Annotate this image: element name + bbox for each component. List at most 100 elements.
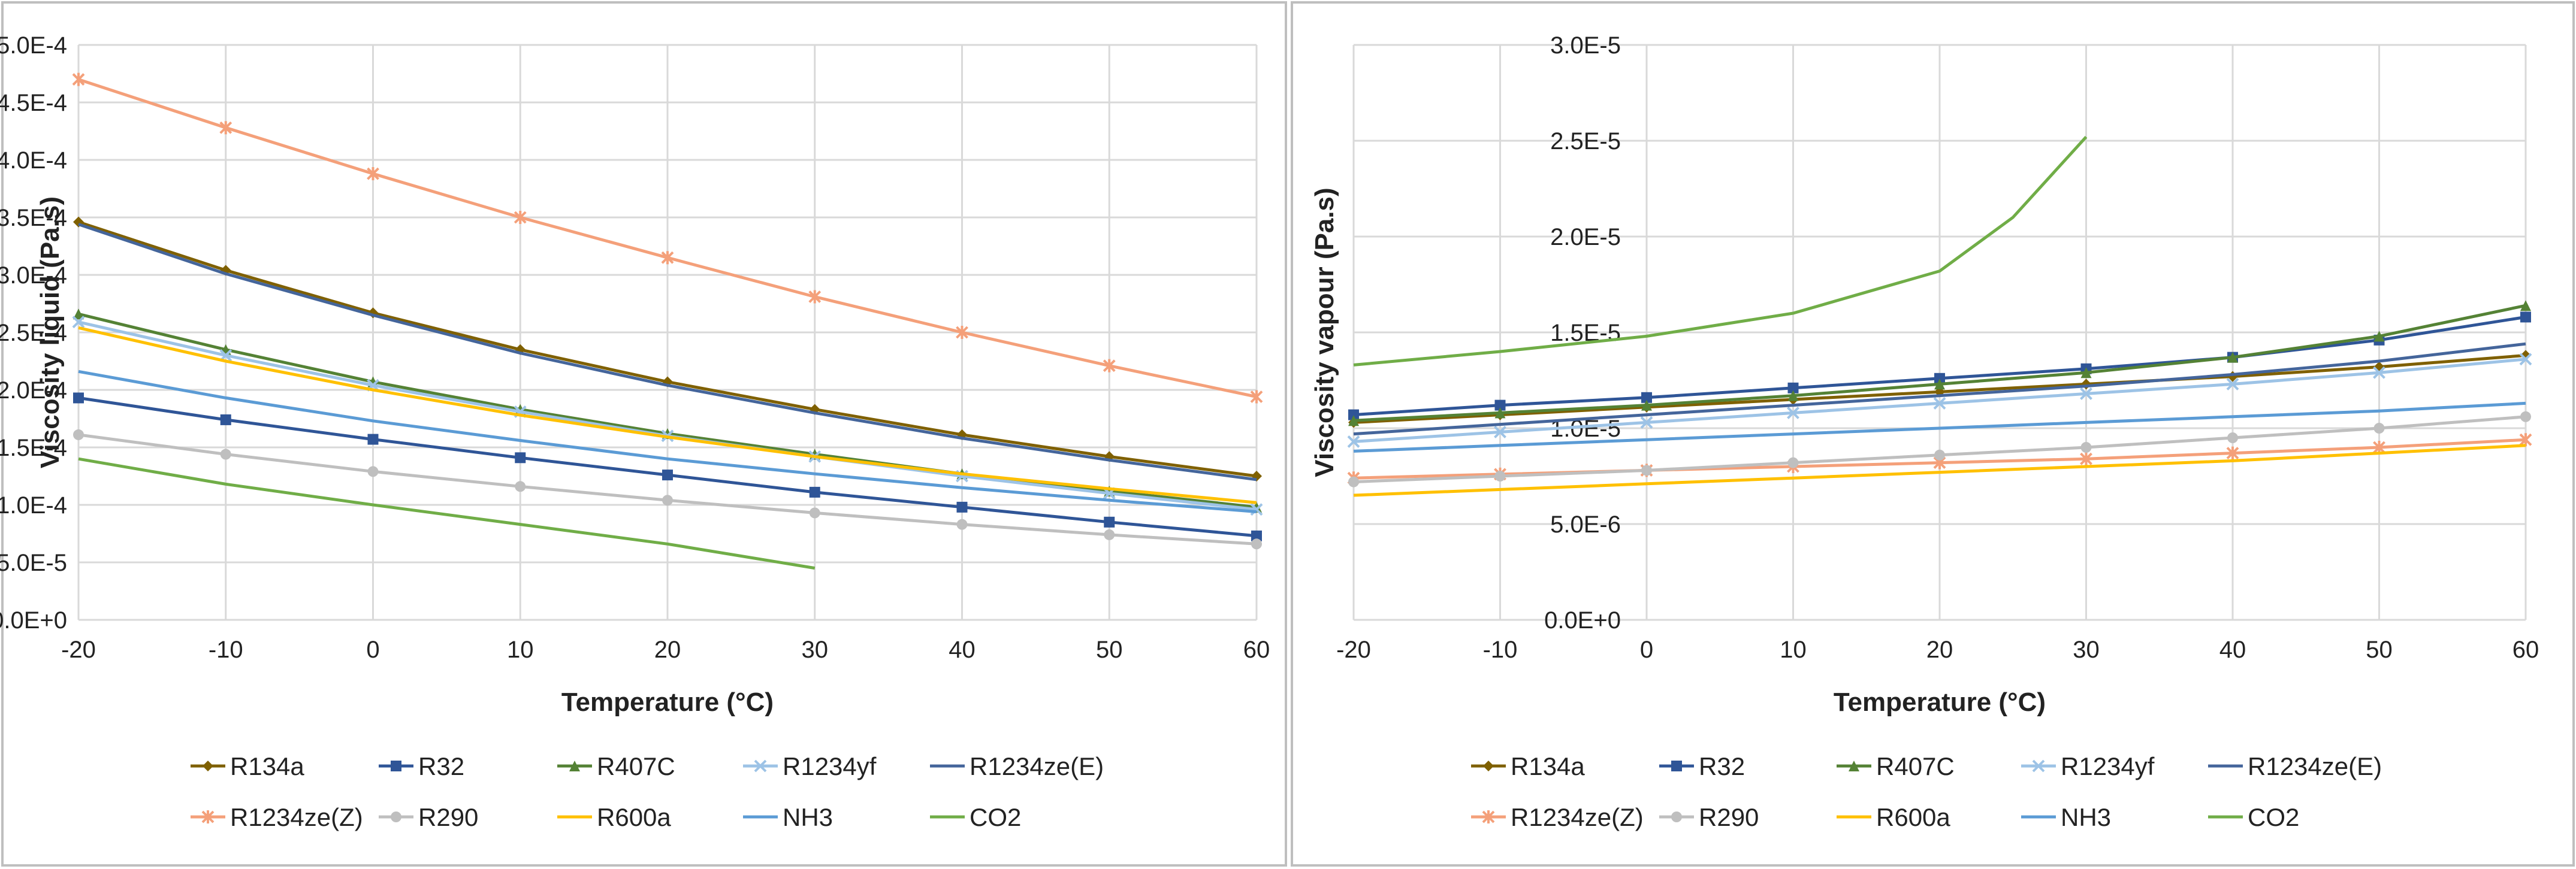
vapour-legend-label: R600a — [1876, 803, 1950, 831]
liquid-legend-item-r1234yf: R1234yf — [743, 752, 877, 780]
vapour-viscosity-chart: 0.0E+05.0E-61.0E-51.5E-52.0E-52.5E-53.0E… — [1310, 32, 2539, 831]
liquid-legend-marker — [569, 761, 580, 771]
vapour-y-tick-label: 3.0E-5 — [1550, 32, 1621, 59]
vapour-legend-item-r1234ze-z: R1234ze(Z) — [1471, 803, 1644, 831]
liquid-legend-marker — [203, 761, 213, 771]
vapour-x-tick-label: 30 — [2073, 637, 2100, 663]
liquid-point-r32 — [367, 434, 379, 445]
liquid-x-tick-label: 30 — [802, 637, 829, 663]
vapour-series-r32 — [1348, 311, 2531, 420]
vapour-point-r1234yf — [2373, 366, 2385, 379]
vapour-point-r407c — [1494, 407, 1506, 419]
vapour-legend-item-r134a: R134a — [1471, 752, 1585, 780]
liquid-legend-item-nh3: NH3 — [743, 803, 833, 831]
liquid-legend-item-r290: R290 — [379, 803, 478, 831]
vapour-point-r407c — [2080, 367, 2092, 379]
liquid-x-tick-label: 20 — [654, 637, 681, 663]
liquid-point-r32 — [73, 392, 84, 404]
liquid-series-r600a — [78, 326, 1257, 504]
vapour-point-r1234ze-z — [2080, 452, 2092, 466]
vapour-point-r1234yf — [1640, 416, 1653, 429]
vapour-point-r32 — [1787, 382, 1799, 393]
liquid-point-r1234ze-z — [1250, 390, 1263, 404]
liquid-y-axis-title: Viscosity liquid (Pa.s) — [35, 196, 65, 468]
vapour-line-nh3 — [1353, 401, 2526, 453]
vapour-point-r407c — [1348, 415, 1359, 426]
vapour-legend-marker — [1482, 810, 1495, 823]
liquid-point-r1234ze-z — [72, 72, 85, 86]
vapour-x-tick-label: 60 — [2512, 637, 2539, 663]
liquid-x-tick-label: 40 — [949, 637, 976, 663]
vapour-legend-marker — [1671, 812, 1682, 822]
liquid-legend-item-r1234ze-e: R1234ze(E) — [930, 752, 1104, 780]
vapour-point-r1234yf — [2080, 387, 2092, 400]
vapour-x-tick-label: 40 — [2219, 637, 2246, 663]
vapour-point-r407c — [1787, 390, 1799, 401]
liquid-x-tick-label: 50 — [1096, 637, 1123, 663]
vapour-series-r290 — [1348, 411, 2531, 488]
vapour-point-r1234yf — [2519, 353, 2532, 366]
vapour-point-r1234yf — [1787, 406, 1799, 419]
liquid-point-r32 — [220, 414, 231, 425]
vapour-legend-marker — [1849, 761, 1859, 771]
liquid-point-r1234yf — [1250, 503, 1263, 516]
vapour-series-r600a — [1353, 444, 2526, 497]
vapour-legend-label: R290 — [1699, 803, 1759, 831]
vapour-point-r32 — [2520, 311, 2531, 323]
vapour-point-r407c — [2373, 331, 2385, 342]
vapour-legend-item-r32: R32 — [1659, 752, 1745, 780]
liquid-line-co2 — [78, 457, 816, 570]
vapour-x-tick-label: -10 — [1483, 637, 1518, 663]
liquid-legend-item-r134a: R134a — [191, 752, 304, 780]
liquid-line-r600a — [78, 326, 1257, 504]
liquid-y-tick-label: 5.0E-5 — [0, 550, 67, 576]
liquid-legend-label: R600a — [597, 803, 671, 831]
liquid-y-tick-label: 4.0E-4 — [0, 147, 67, 174]
vapour-x-axis-title: Temperature (°C) — [1834, 688, 2046, 717]
vapour-legend-label: R134a — [1511, 752, 1585, 780]
vapour-x-tick-label: 0 — [1640, 637, 1653, 663]
vapour-point-r290 — [2373, 423, 2385, 434]
vapour-legend-item-nh3: NH3 — [2021, 803, 2111, 831]
liquid-line-r1234ze-e — [78, 223, 1257, 482]
vapour-point-r290 — [2520, 411, 2531, 422]
vapour-point-r1234ze-z — [2519, 433, 2532, 447]
liquid-y-tick-label: 2.5E-4 — [0, 320, 67, 346]
liquid-y-tick-label: 4.5E-4 — [0, 90, 67, 116]
vapour-point-r290 — [2227, 432, 2238, 443]
vapour-point-r407c — [2227, 352, 2238, 363]
vapour-legend-label: CO2 — [2248, 803, 2299, 831]
liquid-series-r290 — [73, 429, 1262, 550]
liquid-point-r290 — [220, 449, 231, 460]
vapour-point-r407c — [1934, 379, 1945, 390]
vapour-line-co2 — [1353, 135, 2088, 367]
liquid-point-r32 — [809, 486, 820, 498]
vapour-point-r290 — [1348, 476, 1359, 488]
liquid-point-r1234ze-z — [219, 121, 232, 135]
liquid-legend-marker — [391, 761, 401, 771]
liquid-legend-label: R1234yf — [783, 752, 877, 780]
liquid-point-r1234ze-z — [1103, 359, 1116, 373]
vapour-point-r290 — [1934, 449, 1945, 461]
liquid-point-r1234ze-z — [661, 251, 674, 265]
vapour-y-tick-label: 2.5E-5 — [1550, 128, 1621, 155]
vapour-point-r1234yf — [1347, 435, 1360, 448]
vapour-x-tick-label: 20 — [1926, 637, 1953, 663]
liquid-legend-label: R134a — [230, 752, 304, 780]
vapour-legend-item-r1234yf: R1234yf — [2021, 752, 2155, 780]
liquid-point-r1234ze-z — [956, 326, 968, 339]
vapour-point-r32 — [1494, 399, 1506, 411]
vapour-legend-marker — [1483, 761, 1494, 771]
liquid-point-r407c — [73, 308, 84, 320]
liquid-legend-item-r407c: R407C — [557, 752, 675, 780]
vapour-series-r407c — [1348, 300, 2531, 426]
vapour-legend-label: NH3 — [2061, 803, 2111, 831]
liquid-point-r1234ze-z — [514, 211, 527, 224]
vapour-x-tick-label: 50 — [2366, 637, 2393, 663]
liquid-point-r1234ze-z — [808, 290, 822, 304]
liquid-legend-marker — [754, 759, 767, 773]
liquid-point-r290 — [1104, 529, 1115, 540]
vapour-point-r290 — [1494, 471, 1506, 482]
liquid-point-r32 — [1104, 516, 1115, 528]
liquid-point-r1234yf — [72, 316, 85, 329]
